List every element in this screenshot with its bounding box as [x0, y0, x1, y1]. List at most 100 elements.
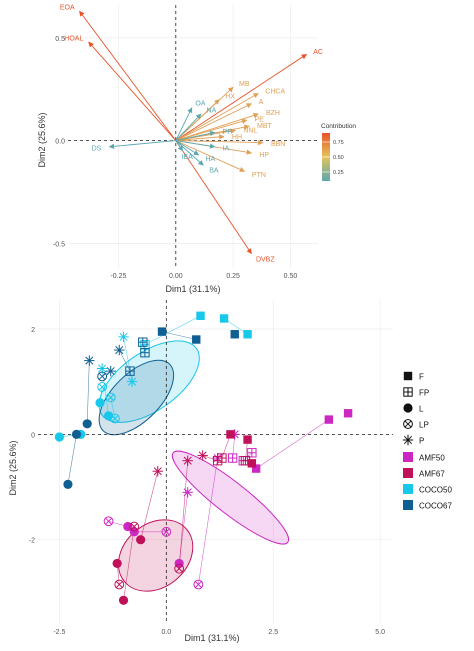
point-coco50-lp-ring: [105, 392, 116, 403]
vector-arrow-hoal: [88, 41, 177, 141]
legend-group-label: AMF50: [419, 454, 445, 463]
point-coco67-f: [230, 330, 239, 339]
vector-arrow-na: [175, 113, 202, 141]
point-coco50-lp-d2: [111, 415, 119, 422]
colorbar-tick-label: 0.75: [333, 140, 344, 146]
vector-arrow-ac: [175, 53, 307, 141]
point-amf67-lp: [174, 563, 185, 574]
legend-shape-label: FP: [419, 389, 429, 398]
vector-label-pp: PP: [223, 129, 233, 136]
legend-color-swatch-amf50: [403, 452, 413, 462]
bottom-xtick-label: 5.0: [375, 629, 385, 636]
point-coco50-p-ray: [119, 332, 128, 341]
bottom-ytick-label: 2: [31, 327, 35, 334]
vector-label-pe: PE: [255, 116, 265, 123]
bottom-plot-ticks: -2.5 0.0 2.5 5.0 -2 0 2: [29, 327, 385, 636]
legend-group-label: COCO50: [419, 486, 452, 495]
vector-label-bbn: BBN: [271, 141, 285, 148]
vector-arrow-ha: [175, 140, 200, 156]
vector-label-a: A: [259, 99, 264, 106]
top-xtick-label: 0.25: [226, 273, 240, 280]
point-coco67-l: [71, 429, 82, 439]
point-coco50-p: [96, 363, 108, 374]
vector-arrow-pp: [175, 130, 216, 142]
point-amf67-lp-ring: [114, 579, 125, 590]
individuals-legend: F FP L LP P AMF50 AMF67 COCO50 COCO67: [402, 371, 452, 511]
legend-shape-p-icon-ray: [403, 435, 413, 445]
vector-label-mbt: MBT: [257, 123, 273, 130]
point-coco50-f: [243, 330, 252, 339]
point-coco50-l: [54, 432, 64, 442]
bottom-plot-ylabel: Dim2 (25.6%): [8, 440, 18, 495]
point-coco50-lp-d2: [98, 383, 106, 391]
legend-color-swatch-coco50: [403, 484, 413, 494]
point-amf50-lp-d2: [163, 528, 170, 536]
vector-arrow-ba: [175, 140, 204, 166]
vector-label-hp: HP: [259, 152, 269, 159]
point-coco67-lp-ring: [97, 371, 108, 382]
point-coco67-fp: [138, 337, 148, 347]
bottom-plot-reference-lines: [38, 300, 393, 624]
point-amf50-l: [174, 558, 184, 569]
point-amf50-f: [343, 409, 353, 418]
point-amf67-fp: [240, 455, 251, 466]
bottom-xtick-label: -2.5: [53, 629, 65, 636]
individuals-plot: -2.5 0.0 2.5 5.0 -2 0 2 Dim1 (31.1%) Dim2 (25.…: [8, 300, 452, 643]
point-amf50-fp: [227, 453, 238, 463]
point-coco50-f: [196, 311, 205, 321]
link-coco50: [123, 336, 133, 382]
point-coco50-p: [118, 331, 129, 343]
point-coco50-p-ray: [98, 364, 107, 373]
point-amf50-lp-ring: [103, 516, 114, 527]
vector-label-dvbz: DVBZ: [256, 257, 275, 264]
point-amf67-lp-ring: [174, 563, 185, 574]
top-xtick-label: 0.00: [169, 273, 183, 280]
point-amf50-f: [324, 415, 334, 424]
bottom-plot-points: [54, 311, 353, 605]
vector-label-ac: AC: [313, 49, 323, 56]
bottom-ytick-label: 0: [31, 432, 35, 439]
vector-arrow-oa: [175, 107, 193, 141]
point-coco67-p: [114, 344, 125, 356]
bottom-plot-panel: [38, 300, 393, 638]
vector-arrow-bzh: [175, 112, 259, 142]
legend-group-label: AMF67: [419, 470, 445, 479]
point-amf67-f: [226, 430, 235, 439]
point-coco67-f: [192, 335, 201, 344]
point-amf67-f: [247, 459, 257, 468]
legend-color-swatch-amf67: [403, 468, 413, 478]
contribution-legend-title: Contribution: [321, 123, 356, 130]
legend-shape-label: L: [419, 405, 424, 414]
top-ytick-label: 0.5: [55, 36, 65, 43]
point-amf50-p-ray: [183, 488, 192, 497]
point-amf50-lp: [193, 579, 204, 590]
top-xtick-label: 0.50: [284, 273, 298, 280]
top-plot-ticks: -0.25 0.00 0.25 0.50 -0.5 0.0 0.5: [53, 36, 297, 280]
top-plot-xlabel: Dim1 (31.1%): [165, 284, 220, 294]
link-coco67: [161, 331, 197, 340]
point-amf50-l: [129, 527, 139, 537]
point-amf67-l: [112, 558, 122, 569]
link-coco67: [118, 349, 131, 372]
legend-shape-p-icon: [402, 434, 414, 446]
link-coco50: [144, 315, 201, 346]
vector-label-iba: IBA: [181, 154, 193, 161]
point-amf67-lp: [114, 579, 125, 590]
link-amf67: [123, 526, 135, 601]
point-coco50-lp: [97, 382, 108, 392]
point-amf67-p: [182, 455, 193, 466]
point-coco67-fp: [125, 366, 135, 376]
point-amf67-lp-d2: [115, 581, 123, 588]
top-plot-reference-lines: [68, 5, 318, 268]
point-amf50-lp-ring: [193, 579, 204, 590]
legend-shape-label: P: [419, 437, 424, 446]
contribution-legend: Contribution 0.75 0.50 0.25: [321, 123, 356, 181]
legend-shape-label: LP: [419, 421, 429, 430]
legend-shape-lp-icon-ring: [403, 419, 413, 429]
bottom-xtick-label: 2.5: [268, 629, 278, 636]
vector-arrow-ia: [175, 140, 216, 149]
point-coco67-p: [84, 355, 95, 366]
